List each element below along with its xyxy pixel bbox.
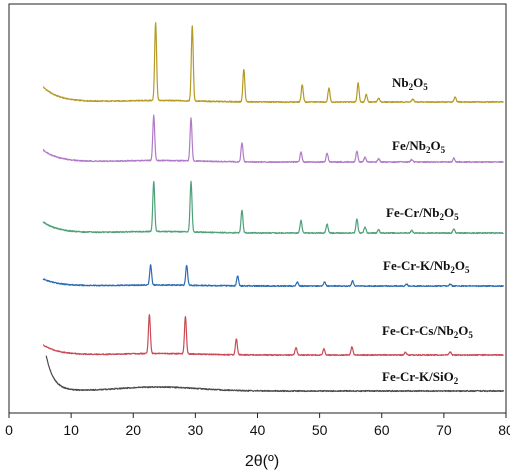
x-tick-label: 10 <box>63 422 79 438</box>
x-tick-label: 40 <box>250 422 266 438</box>
x-tick-label: 50 <box>312 422 328 438</box>
series-line-5 <box>42 314 505 357</box>
series-label-4: Fe-Cr-K/Nb2O5 <box>383 258 470 275</box>
series-group <box>42 22 505 393</box>
x-tick-label: 60 <box>374 422 390 438</box>
series-label-6: Fe-Cr-K/SiO2 <box>382 369 459 386</box>
series-line-3 <box>42 180 504 235</box>
series-line-6 <box>45 355 505 393</box>
series-labels: Nb2O5 Fe/Nb2O5 Fe-Cr/Nb2O5 Fe-Cr-K/Nb2O5 Fe-… <box>382 75 473 386</box>
x-tick-label: 20 <box>125 422 141 438</box>
series-label-5: Fe-Cr-Cs/Nb2O5 <box>382 323 473 340</box>
series-line-4 <box>42 264 504 288</box>
series-line-1 <box>42 22 504 104</box>
x-tick-label: 0 <box>5 422 13 438</box>
series-label-2: Fe/Nb2O5 <box>392 138 446 155</box>
x-tick-label: 70 <box>436 422 452 438</box>
series-label-3: Fe-Cr/Nb2O5 <box>386 205 459 222</box>
x-tick-label: 80 <box>498 422 510 438</box>
series-label-1: Nb2O5 <box>392 75 428 92</box>
series-line-2 <box>42 114 504 164</box>
x-tick-label: 30 <box>188 422 204 438</box>
x-axis-title: 2θ(º) <box>245 453 279 470</box>
x-axis-ticks: 0 10 20 30 40 50 60 70 80 <box>5 413 510 438</box>
